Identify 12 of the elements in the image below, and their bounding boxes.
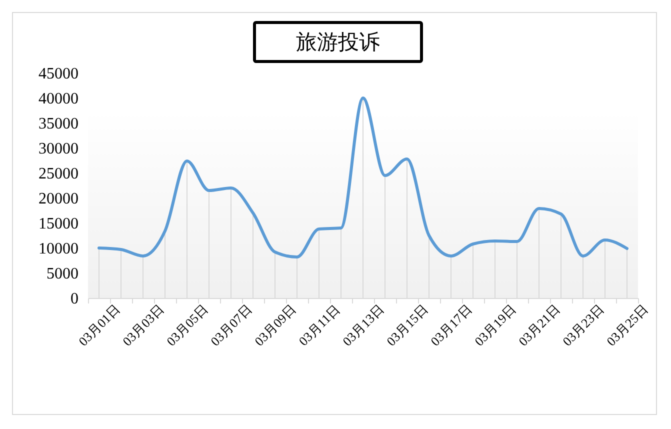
- y-tick-label: 0: [70, 290, 78, 308]
- y-tick-label: 45000: [38, 66, 78, 82]
- line-series: [98, 96, 628, 258]
- y-tick-label: 35000: [38, 116, 78, 132]
- y-tick-label: 5000: [46, 266, 78, 282]
- y-tick-label: 40000: [38, 90, 78, 108]
- y-tick-label: 30000: [38, 140, 78, 158]
- chart-title: 旅游投诉: [296, 30, 380, 54]
- y-tick-label: 20000: [38, 190, 78, 208]
- y-tick-label: 25000: [38, 166, 78, 182]
- y-tick-label: 15000: [38, 216, 78, 232]
- y-tick-label: 10000: [38, 240, 78, 258]
